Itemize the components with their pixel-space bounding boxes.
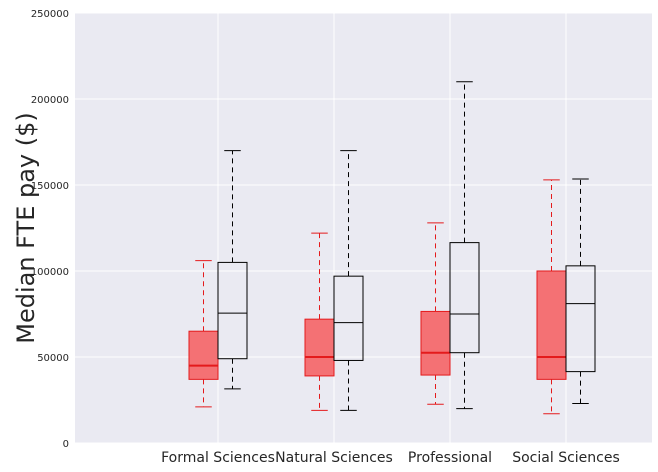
y-tick-label: 50000 <box>37 353 69 364</box>
y-tick-labels: 0 50000 100000 150000 200000 250000 <box>31 9 69 450</box>
box-iqr <box>333 275 364 361</box>
y-axis-label: Median FTE pay ($) <box>12 112 40 344</box>
y-tick-label: 100000 <box>31 267 69 278</box>
y-tick-label: 250000 <box>31 9 69 20</box>
box-group <box>565 178 596 404</box>
x-tick-label: Natural Sciences <box>275 450 393 466</box>
y-tick-label: 150000 <box>31 181 69 192</box>
x-tick-label: Social Sciences <box>512 450 620 466</box>
box-iqr <box>449 242 480 354</box>
box-group <box>449 81 480 410</box>
y-tick-label: 0 <box>63 439 69 450</box>
box-group <box>536 179 567 415</box>
box-group <box>333 150 364 411</box>
box-iqr <box>304 318 335 377</box>
box-iqr <box>188 330 219 380</box>
box-group <box>217 150 248 390</box>
x-tick-labels: Formal Sciences Natural Sciences Professio… <box>161 450 620 466</box>
box-group <box>188 260 219 408</box>
x-tick-label: Professional <box>408 450 492 466</box>
box-iqr <box>565 265 596 373</box>
box-iqr <box>420 310 451 376</box>
x-tick-label: Formal Sciences <box>161 450 275 466</box>
y-tick-label: 200000 <box>31 95 69 106</box>
box-iqr <box>217 261 248 360</box>
boxes <box>188 81 596 415</box>
box-group <box>304 232 335 411</box>
box-iqr <box>536 270 567 380</box>
